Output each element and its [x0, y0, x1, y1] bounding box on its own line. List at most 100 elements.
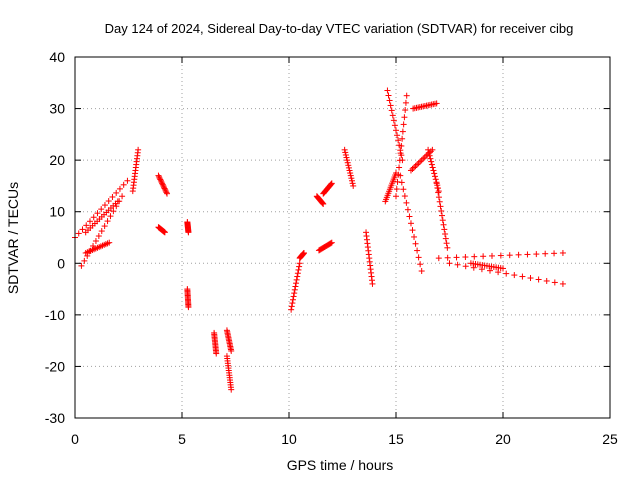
- data-point: [401, 114, 408, 121]
- y-tick-label: 10: [49, 204, 65, 220]
- data-point: [500, 265, 506, 272]
- series-early-mid-arc: [82, 198, 121, 236]
- y-tick-label: 30: [49, 101, 65, 117]
- data-point: [409, 227, 416, 234]
- data-point: [453, 254, 460, 261]
- data-point: [403, 92, 410, 99]
- data-point: [289, 296, 296, 303]
- data-point: [135, 146, 142, 153]
- series-arc-14.6h-lower: [382, 170, 399, 205]
- data-point: [471, 253, 478, 260]
- data-point: [511, 272, 518, 279]
- data-point: [429, 164, 436, 171]
- data-point: [542, 250, 549, 257]
- data-point: [328, 239, 335, 246]
- x-tick-label: 10: [281, 431, 297, 447]
- series-arc-11.5h: [313, 193, 327, 207]
- data-point: [104, 218, 111, 225]
- data-point: [81, 257, 88, 264]
- data-point: [79, 226, 86, 233]
- data-point: [113, 189, 120, 196]
- y-tick-label: -10: [45, 307, 65, 323]
- data-point: [106, 239, 113, 246]
- data-point: [342, 151, 349, 158]
- data-point: [438, 207, 445, 214]
- data-point: [497, 252, 504, 259]
- series-arc-7.2h-a: [223, 327, 235, 354]
- data-point: [78, 262, 85, 269]
- data-point: [414, 247, 421, 254]
- series-arc-15.3h-down: [397, 172, 425, 275]
- series-arc-12h: [320, 180, 335, 197]
- data-point: [155, 172, 162, 179]
- data-point: [414, 161, 421, 168]
- data-points: [72, 87, 566, 393]
- data-point: [344, 157, 351, 164]
- data-point: [114, 198, 121, 205]
- data-point: [434, 184, 441, 191]
- data-point: [160, 182, 167, 189]
- data-point: [398, 142, 405, 149]
- data-point: [160, 184, 167, 191]
- data-point: [395, 137, 402, 144]
- data-point: [417, 158, 424, 165]
- data-point: [480, 253, 487, 260]
- data-point: [116, 185, 123, 192]
- data-point: [388, 107, 395, 114]
- data-point: [345, 164, 352, 171]
- data-point: [470, 264, 477, 271]
- data-point: [156, 175, 163, 182]
- series-arc-17.2h: [433, 180, 451, 251]
- data-point: [397, 172, 404, 179]
- data-point: [288, 306, 295, 313]
- data-point: [101, 202, 108, 209]
- series-arc-2.8h: [129, 146, 142, 195]
- data-point: [415, 160, 422, 167]
- data-point: [551, 279, 558, 286]
- data-point: [462, 254, 469, 261]
- data-point: [428, 161, 435, 168]
- data-point: [487, 267, 494, 274]
- data-point: [407, 167, 414, 174]
- y-tick-label: -30: [45, 410, 65, 426]
- data-point: [394, 178, 401, 185]
- data-point: [439, 212, 446, 219]
- data-point: [343, 154, 350, 161]
- data-point: [426, 152, 433, 159]
- plot-frame: [74, 56, 611, 419]
- grid: [75, 57, 610, 418]
- data-point: [533, 251, 540, 258]
- data-point: [124, 177, 131, 184]
- data-point: [433, 100, 440, 107]
- data-point: [399, 128, 406, 135]
- data-point: [446, 260, 453, 267]
- data-point: [120, 181, 127, 188]
- series-arc-6.5h: [211, 329, 220, 357]
- data-point: [290, 293, 297, 300]
- data-point: [342, 149, 349, 156]
- data-point: [551, 250, 558, 257]
- data-point: [92, 237, 99, 244]
- data-point: [444, 254, 451, 261]
- data-point: [412, 163, 419, 170]
- data-point: [519, 273, 526, 280]
- data-point: [105, 198, 112, 205]
- series-arc-4.0h-lower: [155, 224, 168, 236]
- series-arc-12.7h: [341, 146, 357, 189]
- data-point: [292, 283, 299, 290]
- data-point: [346, 167, 353, 174]
- data-point: [411, 164, 418, 171]
- data-point: [347, 170, 354, 177]
- data-point: [90, 214, 97, 221]
- x-tick-label: 15: [388, 431, 404, 447]
- data-point: [341, 146, 348, 153]
- data-point: [431, 170, 438, 177]
- data-point: [398, 179, 405, 186]
- data-point: [98, 228, 105, 235]
- data-point: [348, 177, 355, 184]
- data-point: [320, 200, 327, 207]
- series-arc-4.0h-upper: [155, 172, 171, 197]
- data-point: [300, 249, 307, 256]
- series-arc-5.3h-lower: [184, 286, 192, 311]
- data-point: [83, 222, 90, 229]
